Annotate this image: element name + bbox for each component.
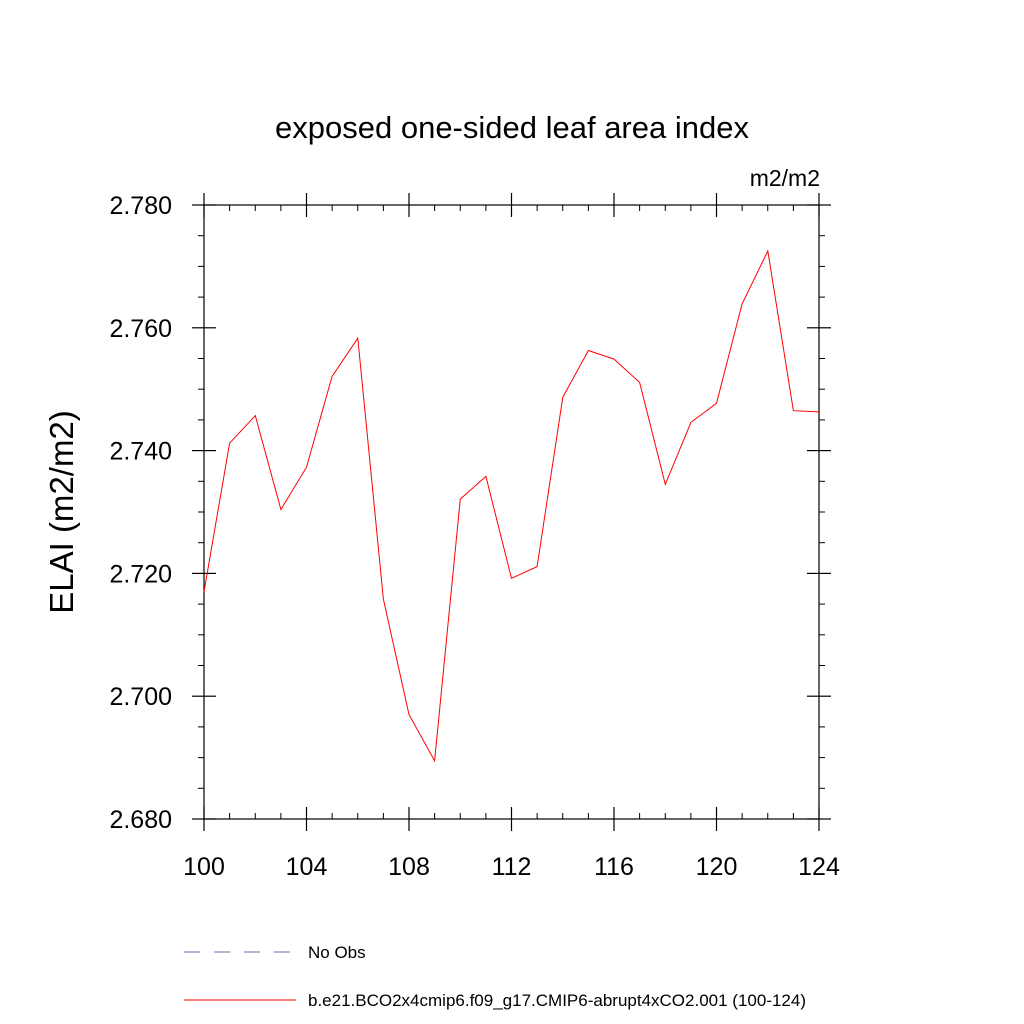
y-tick-label: 2.780 bbox=[109, 192, 172, 220]
chart-title: exposed one-sided leaf area index bbox=[275, 110, 749, 145]
major-ticks bbox=[192, 193, 831, 831]
x-tick-label: 104 bbox=[286, 853, 328, 881]
legend: No Obs b.e21.BCO2x4cmip6.f09_g17.CMIP6-a… bbox=[184, 943, 806, 1010]
x-tick-label: 116 bbox=[594, 853, 634, 881]
minor-ticks bbox=[198, 205, 825, 819]
series-layer bbox=[203, 249, 820, 763]
units-label: m2/m2 bbox=[750, 165, 820, 191]
series-line bbox=[203, 249, 820, 763]
y-tick-label: 2.680 bbox=[109, 806, 172, 834]
y-tick-label: 2.740 bbox=[109, 438, 172, 466]
x-tick-label: 100 bbox=[183, 853, 225, 881]
x-tick-label: 120 bbox=[696, 853, 738, 881]
legend-series-label: b.e21.BCO2x4cmip6.f09_g17.CMIP6-abrupt4x… bbox=[308, 991, 806, 1010]
tick-labels: 100 104 108 112 116 120 124 2.680 2.700 2.720 2.74… bbox=[109, 192, 840, 881]
x-tick-label: 124 bbox=[798, 853, 840, 881]
y-tick-label: 2.760 bbox=[109, 315, 172, 343]
x-tick-label: 112 bbox=[492, 853, 532, 881]
y-tick-label: 2.700 bbox=[109, 683, 172, 711]
legend-no-obs-label: No Obs bbox=[308, 943, 366, 962]
x-tick-label: 108 bbox=[388, 853, 430, 881]
y-tick-label: 2.720 bbox=[109, 560, 172, 588]
y-axis-label: ELAI (m2/m2) bbox=[43, 410, 80, 614]
plot-frame bbox=[203, 204, 820, 820]
